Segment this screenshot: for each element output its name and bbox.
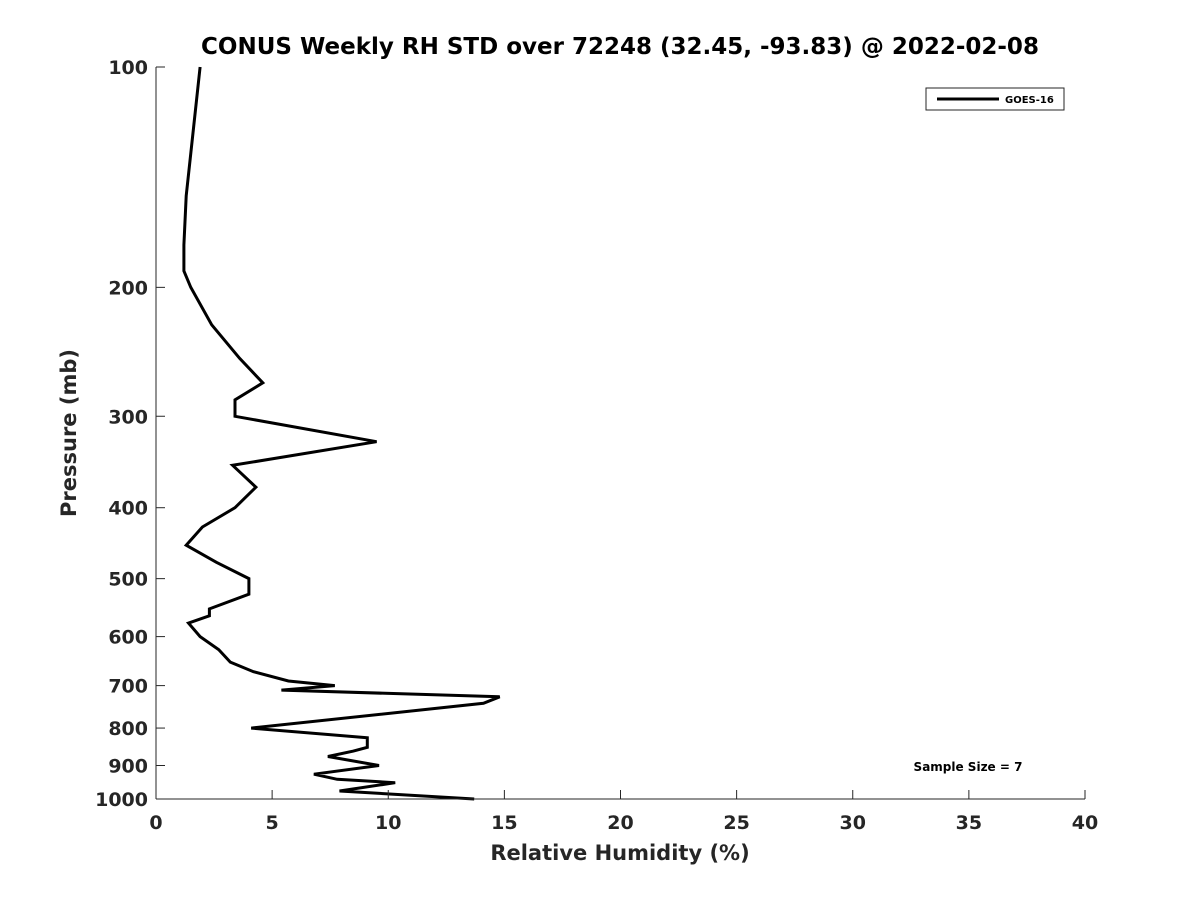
x-axis-label: Relative Humidity (%) [490, 841, 749, 865]
legend: GOES-16 [925, 87, 1065, 111]
y-tick-label: 1000 [95, 789, 148, 811]
y-tick-label: 400 [108, 498, 148, 520]
sample-size-annotation: Sample Size = 7 [914, 760, 1023, 774]
x-tick-label: 20 [607, 812, 633, 834]
y-axis-label: Pressure (mb) [57, 349, 81, 517]
y-tick-label: 800 [108, 718, 148, 740]
x-tick-label: 35 [956, 812, 982, 834]
series-line-goes-16 [182, 66, 501, 801]
y-tick-label: 500 [108, 569, 148, 591]
x-tick-label: 30 [840, 812, 866, 834]
x-tick-label: 0 [149, 812, 162, 834]
y-axis-ticks: 100 200 300 400 500 600 700 800 900 1000 [95, 57, 165, 811]
y-tick-label: 700 [108, 676, 148, 698]
series-layer [182, 66, 501, 801]
y-tick-label: 100 [108, 57, 148, 79]
y-tick-label: 900 [108, 756, 148, 778]
x-axis-ticks: 0 5 10 15 20 25 30 35 40 [149, 790, 1098, 834]
x-tick-label: 15 [491, 812, 517, 834]
y-tick-label: 300 [108, 406, 148, 428]
x-tick-label: 40 [1072, 812, 1098, 834]
x-tick-label: 25 [723, 812, 749, 834]
y-tick-label: 200 [108, 277, 148, 299]
chart-title: CONUS Weekly RH STD over 72248 (32.45, -… [201, 34, 1039, 60]
x-tick-label: 10 [375, 812, 401, 834]
y-tick-label: 600 [108, 627, 148, 649]
legend-label: GOES-16 [1005, 95, 1054, 106]
x-tick-label: 5 [266, 812, 279, 834]
